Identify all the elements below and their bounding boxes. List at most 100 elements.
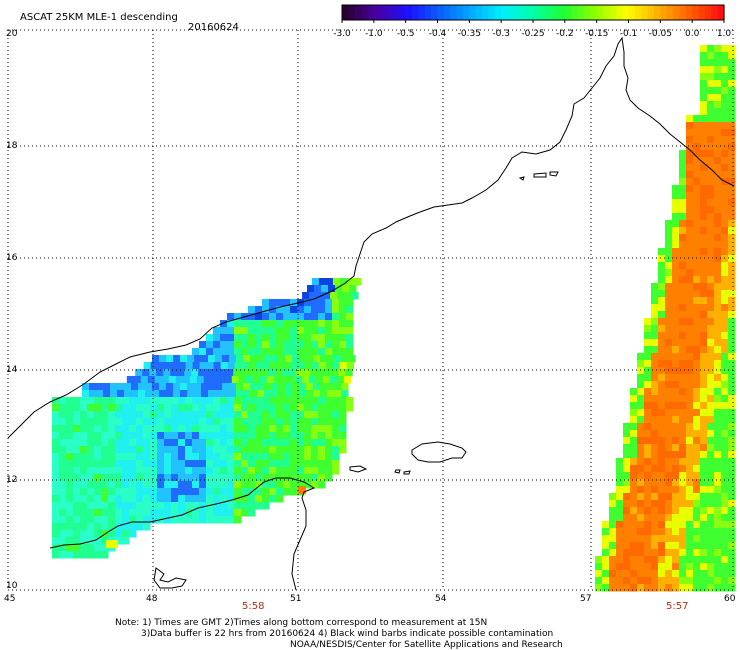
swath-cell	[714, 444, 722, 452]
swath-cell	[289, 369, 297, 377]
swath-cell	[157, 425, 165, 433]
swath-cell	[269, 495, 277, 503]
swath-cell	[304, 306, 312, 314]
swath-cell	[241, 439, 249, 447]
swath-cell	[714, 339, 722, 347]
swath-cell	[665, 528, 673, 536]
swath-cell	[164, 362, 173, 370]
swath-cell	[192, 348, 200, 356]
swath-cell	[693, 493, 701, 501]
swath-cell	[651, 472, 659, 480]
swath-cell	[311, 397, 319, 405]
swath-cell	[658, 339, 666, 347]
swath-cell	[339, 341, 347, 349]
swath-cell	[262, 341, 270, 349]
swath-cell	[616, 465, 624, 473]
swath-cell	[318, 474, 326, 482]
swath-cell	[728, 549, 736, 557]
swath-cell	[227, 460, 235, 468]
swath-cell	[665, 500, 673, 508]
swath-cell	[122, 495, 130, 503]
swath-cell	[122, 446, 130, 454]
colorbar-tick-label: -1.0	[365, 29, 383, 39]
swath-cell	[672, 465, 680, 473]
swath-cell	[721, 45, 729, 53]
swath-cell	[201, 383, 209, 391]
swath-cell	[332, 397, 340, 405]
swath-cell	[297, 334, 305, 342]
swath-cell	[679, 164, 687, 172]
colorbar-swatch	[526, 5, 534, 20]
swath-cell	[304, 404, 312, 412]
swath-cell	[707, 542, 715, 550]
swath-cell	[686, 584, 694, 592]
swath-cell	[283, 467, 291, 475]
swath-cell	[201, 390, 209, 398]
swath-cell	[311, 313, 319, 321]
swath-cell	[264, 390, 272, 398]
swath-cell	[728, 52, 736, 60]
swath-cell	[700, 80, 708, 88]
swath-cell	[108, 446, 116, 454]
swath-cell	[178, 460, 186, 468]
swath-cell	[187, 383, 195, 391]
swath-cell	[243, 355, 251, 363]
swath-cell	[227, 488, 235, 496]
swath-cell	[672, 395, 680, 403]
swath-cell	[693, 234, 701, 242]
swath-cell	[658, 332, 666, 340]
swath-cell	[658, 584, 666, 592]
swath-cell	[644, 325, 652, 333]
swath-cell	[630, 416, 638, 424]
swath-cell	[700, 73, 708, 81]
swath-cell	[220, 348, 228, 356]
swath-cell	[672, 444, 680, 452]
swath-cell	[707, 367, 715, 375]
swath-cell	[66, 453, 74, 461]
swath-cell	[728, 402, 736, 410]
swath-cell	[208, 383, 216, 391]
swath-cell	[150, 453, 158, 461]
swath-cell	[644, 381, 652, 389]
swath-cell	[108, 467, 116, 475]
swath-cell	[161, 376, 170, 384]
swath-cell	[73, 523, 81, 531]
lat-lon-grid	[7, 29, 734, 591]
swath-cell	[609, 556, 617, 564]
swath-cell	[721, 521, 729, 529]
swath-cell	[101, 488, 109, 496]
swath-cell	[101, 474, 109, 482]
swath-cell	[679, 563, 687, 571]
swath-cell	[658, 535, 666, 543]
swath-cell	[651, 416, 659, 424]
swath-cell	[707, 465, 715, 473]
swath-cell	[306, 390, 314, 398]
swath-cell	[346, 299, 354, 307]
swath-cell	[234, 313, 242, 321]
swath-cell	[185, 446, 193, 454]
swath-cell	[616, 521, 624, 529]
swath-cell	[341, 355, 349, 363]
swath-cell	[187, 390, 195, 398]
swath-cell	[721, 136, 729, 144]
swath-cell	[304, 411, 312, 419]
swath-cell	[311, 453, 319, 461]
swath-cell	[665, 521, 673, 529]
swath-cell	[194, 355, 202, 363]
swath-cell	[304, 432, 312, 440]
swath-cell	[276, 404, 284, 412]
swath-cell	[220, 488, 228, 496]
swath-cell	[227, 320, 235, 328]
swath-cell	[276, 495, 284, 503]
swath-cell	[721, 500, 729, 508]
swath-cell	[59, 488, 67, 496]
swath-cell	[700, 66, 708, 74]
swath-cell	[707, 577, 715, 585]
swath-cell	[707, 311, 715, 319]
swath-cell	[262, 348, 270, 356]
swath-cell	[707, 521, 715, 529]
swath-cell	[234, 509, 242, 517]
swath-cell	[135, 369, 143, 377]
swath-cell	[52, 446, 60, 454]
swath-cell	[658, 367, 666, 375]
